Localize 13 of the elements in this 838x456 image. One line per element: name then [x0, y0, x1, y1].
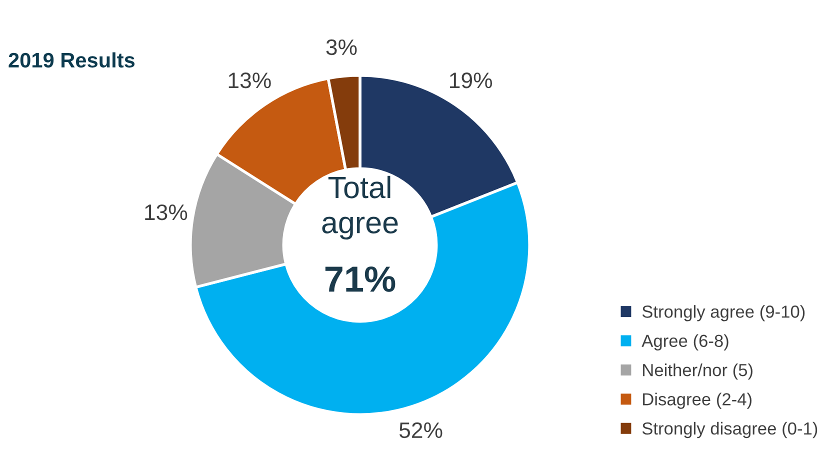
- text: Total agree: [322, 176, 398, 240]
- text: 2019 Results: [8, 52, 135, 68]
- legend-label: Neither/nor (5): [643, 364, 752, 380]
- data-label: 3%: [326, 39, 357, 56]
- data-label: 19%: [450, 72, 492, 88]
- data-label: 52%: [399, 422, 442, 438]
- legend-label: Strongly agree (9-10): [642, 305, 805, 322]
- text: 71%: [325, 266, 396, 292]
- data-label: 13%: [228, 72, 271, 88]
- legend-label: Disagree (2-4): [643, 392, 752, 409]
- legend-label: Strongly disagree (0-1): [642, 422, 818, 438]
- legend-label: Agree (6-8): [642, 334, 728, 350]
- data-label: 13%: [145, 204, 188, 220]
